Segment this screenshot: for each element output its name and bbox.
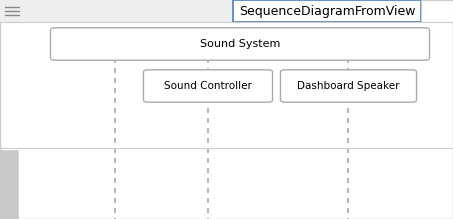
FancyBboxPatch shape: [233, 0, 421, 22]
FancyBboxPatch shape: [0, 0, 453, 22]
Text: Sound System: Sound System: [200, 39, 280, 49]
Text: Dashboard Speaker: Dashboard Speaker: [297, 81, 400, 91]
FancyBboxPatch shape: [144, 70, 273, 102]
Text: SequenceDiagramFromView: SequenceDiagramFromView: [239, 5, 415, 18]
FancyBboxPatch shape: [421, 0, 453, 22]
FancyBboxPatch shape: [280, 70, 416, 102]
Text: Sound Controller: Sound Controller: [164, 81, 252, 91]
FancyBboxPatch shape: [0, 150, 18, 219]
FancyBboxPatch shape: [50, 28, 429, 60]
